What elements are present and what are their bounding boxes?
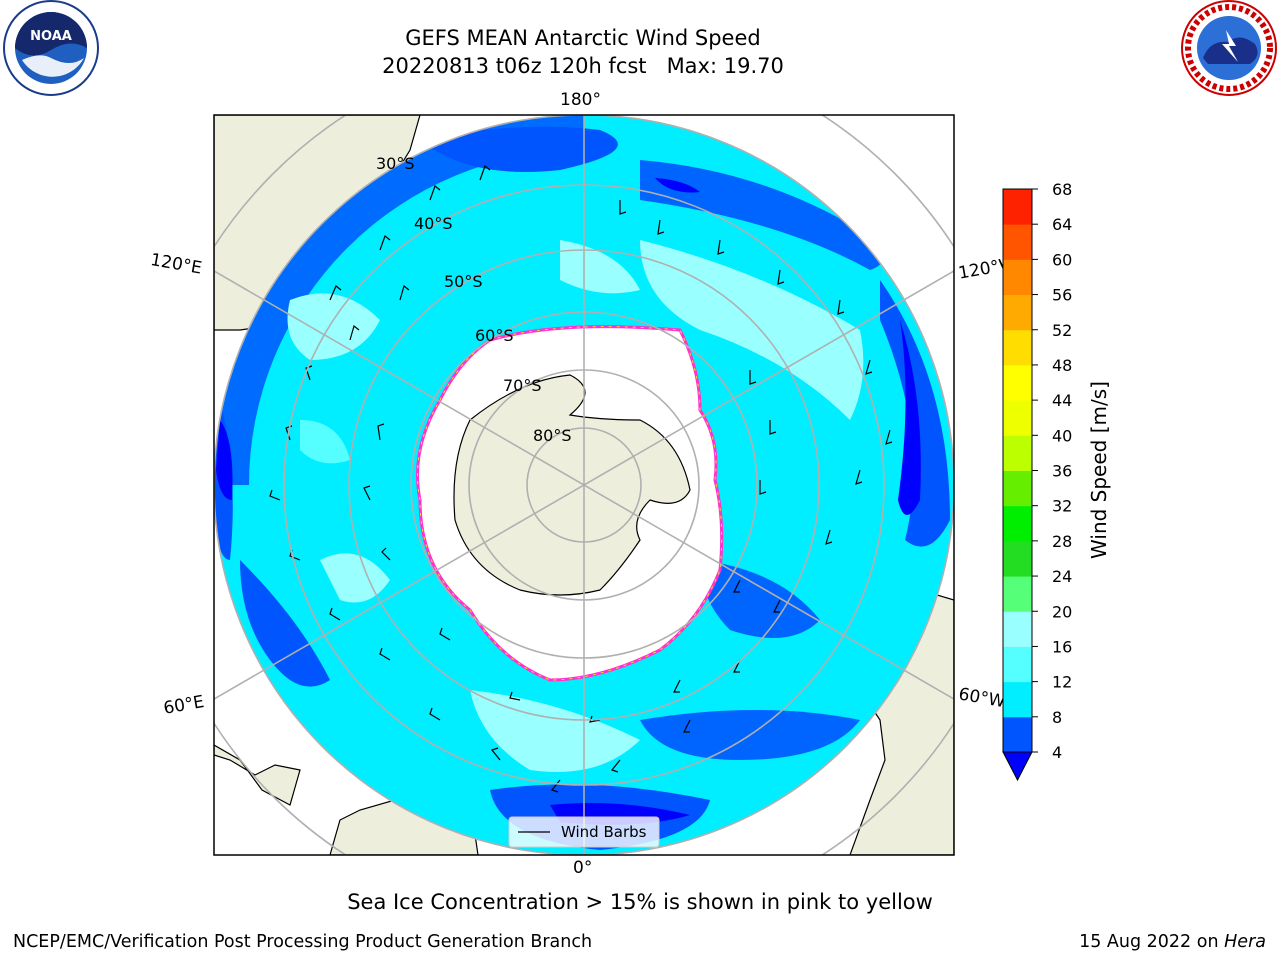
colorbar-segment <box>1003 189 1032 225</box>
lon-label-120e: 120°E <box>149 250 203 279</box>
lat-label-70s: 70°S <box>503 376 542 395</box>
colorbar-segment <box>1003 576 1032 612</box>
colorbar-segment <box>1003 611 1032 647</box>
colorbar-segment <box>1003 329 1032 366</box>
antarctica <box>416 325 724 682</box>
footer-date-text: 15 Aug 2022 on <box>1079 932 1219 952</box>
colorbar-tick-label: 56 <box>1052 286 1072 305</box>
colorbar-tick-label: 40 <box>1052 426 1072 445</box>
colorbar-segment <box>1003 540 1032 577</box>
sea-ice-note: Sea Ice Concentration > 15% is shown in … <box>347 890 933 914</box>
noaa-logo: NOAA <box>3 0 99 96</box>
colorbar-tick-label: 68 <box>1052 180 1072 199</box>
colorbar-tick-label: 32 <box>1052 497 1072 516</box>
colorbar-segment <box>1003 400 1032 436</box>
wind-speed-fill <box>214 115 950 850</box>
lon-label-60e: 60°E <box>162 692 206 719</box>
footer-credit: NCEP/EMC/Verification Post Processing Pr… <box>13 932 593 952</box>
lon-label-0: 0° <box>573 858 592 878</box>
colorbar-tick-label: 48 <box>1052 356 1072 375</box>
colorbar-tick-label: 8 <box>1052 708 1062 727</box>
colorbar-tick-label: 60 <box>1052 250 1072 269</box>
footer-host: Hera <box>1224 932 1266 952</box>
lon-label-180: 180° <box>560 90 601 110</box>
colorbar-tick-label: 52 <box>1052 321 1072 340</box>
colorbar-segment <box>1003 294 1032 331</box>
wind-barbs <box>269 165 893 793</box>
graticule <box>214 115 954 855</box>
nws-logo <box>1181 0 1277 96</box>
colorbar-tick-label: 64 <box>1052 215 1072 234</box>
colorbar-tick-label: 12 <box>1052 673 1072 692</box>
colorbar-segment <box>1003 646 1032 683</box>
chart-subtitle-line: 20220813 t06z 120h fcst Max: 19.70 <box>382 54 784 78</box>
colorbar-tick-label: 28 <box>1052 532 1072 551</box>
colorbar-label: Wind Speed [m/s] <box>1087 381 1111 559</box>
colorbar-segment <box>1003 435 1032 471</box>
chart-title: GEFS MEAN Antarctic Wind Speed <box>405 26 761 50</box>
colorbar-segment <box>1003 364 1032 401</box>
lat-label-60s: 60°S <box>475 326 514 345</box>
lat-label-30s: 30°S <box>376 154 415 173</box>
noaa-logo-text: NOAA <box>30 29 72 44</box>
colorbar-tick-label: 44 <box>1052 391 1072 410</box>
colorbar-tick-label: 36 <box>1052 462 1072 481</box>
colorbar-segment <box>1003 259 1032 296</box>
colorbar-tick-label: 4 <box>1052 743 1062 762</box>
map-border <box>213 114 955 856</box>
colorbar-segment <box>1003 505 1032 542</box>
lat-label-80s: 80°S <box>533 426 572 445</box>
colorbar-segment <box>1003 224 1032 260</box>
colorbar-tick-label: 16 <box>1052 637 1072 656</box>
colorbar-tick-label: 24 <box>1052 567 1072 586</box>
colorbar-extend-arrow <box>1002 751 1033 782</box>
lon-label-60w: 60°W <box>957 684 1007 712</box>
colorbar-tick-label: 20 <box>1052 602 1072 621</box>
legend-box <box>508 816 660 848</box>
lat-label-50s: 50°S <box>444 272 483 291</box>
colorbar-segment <box>1003 470 1032 507</box>
footer-date: 15 Aug 2022 on Hera <box>1079 932 1266 952</box>
lat-label-40s: 40°S <box>414 214 453 233</box>
legend-label: Wind Barbs <box>561 823 647 841</box>
colorbar-segment <box>1003 716 1032 753</box>
colorbar-segment <box>1003 681 1032 718</box>
